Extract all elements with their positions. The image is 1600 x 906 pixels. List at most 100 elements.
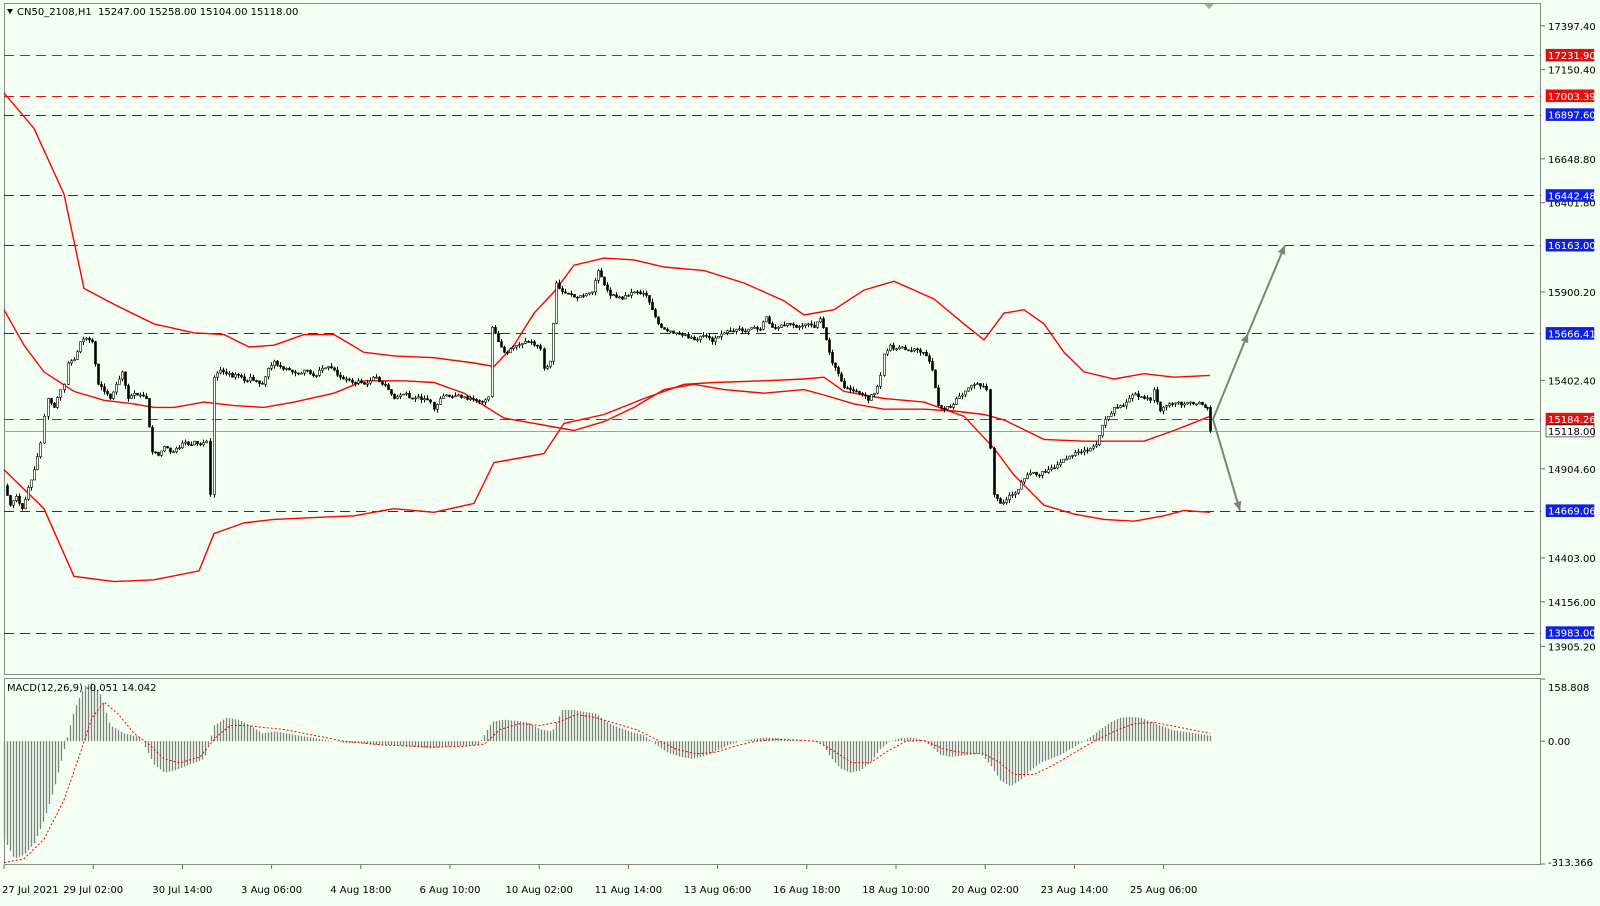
candle-body: [919, 349, 922, 353]
candle-body: [756, 327, 759, 330]
candle-body: [585, 293, 588, 297]
candle-body: [780, 324, 783, 328]
candle-body: [460, 394, 463, 398]
candle-body: [47, 398, 50, 417]
candle-body: [1020, 481, 1023, 490]
candle-body: [843, 380, 846, 389]
macd-indicator-label: MACD(12,26,9) -0.051 14.042: [7, 683, 157, 694]
candle-body: [846, 387, 849, 390]
candle-body: [576, 296, 579, 299]
candle-body: [94, 341, 97, 365]
candle-body: [726, 330, 729, 334]
candle-body: [408, 392, 411, 399]
candle-body: [883, 353, 886, 376]
candle-body: [439, 398, 442, 405]
candle-body: [913, 348, 916, 351]
candle-body: [303, 369, 306, 374]
candle-body: [318, 369, 321, 376]
candle-body: [675, 332, 678, 335]
candle-body: [354, 382, 357, 384]
candle-body: [1056, 464, 1059, 469]
candle-body: [219, 369, 222, 374]
candle-body: [1177, 401, 1180, 404]
level-price-tag-label: 17231.90: [1548, 51, 1596, 62]
projection-arrow-down[interactable]: [1212, 418, 1241, 511]
projection-arrow-up[interactable]: [1212, 244, 1286, 420]
candle-body: [187, 441, 190, 446]
candle-body: [103, 386, 106, 392]
candle-body: [139, 394, 142, 397]
candle-body: [76, 351, 79, 360]
candle-body: [414, 397, 417, 400]
candle-body: [1128, 397, 1131, 403]
candle-body: [261, 382, 264, 385]
candle-body: [246, 380, 249, 383]
candle-body: [798, 326, 801, 328]
candle-body: [1026, 474, 1029, 479]
bollinger-middle-line: [3, 376, 1211, 583]
candle-body: [6, 485, 9, 496]
candle-body: [1005, 499, 1008, 503]
candle-body: [759, 328, 762, 331]
chart-menu-triangle-icon[interactable]: [7, 9, 13, 14]
candle-body: [309, 370, 312, 374]
candle-body: [684, 334, 687, 336]
candle-body: [1014, 492, 1017, 495]
candle-body: [91, 339, 94, 342]
candle-body: [627, 295, 630, 297]
candle-body: [762, 321, 765, 330]
candle-body: [249, 376, 252, 382]
candle-body: [321, 367, 324, 371]
candle-body: [288, 367, 291, 371]
candle-body: [199, 443, 202, 446]
candle-body: [1110, 412, 1113, 417]
candle-body: [940, 405, 943, 409]
candle-body: [133, 392, 136, 396]
candle-body: [777, 327, 780, 329]
candle-body: [925, 351, 928, 357]
candle-body: [816, 321, 819, 328]
candle-body: [53, 402, 56, 408]
candle-body: [500, 341, 503, 348]
candle-body: [521, 343, 524, 345]
candle-body: [729, 330, 732, 333]
candle-body: [654, 309, 657, 318]
shift-marker-icon[interactable]: [1204, 4, 1214, 9]
candle-body: [993, 447, 996, 495]
candle-body: [205, 440, 208, 444]
price-tick-label: 17150.40: [1548, 66, 1596, 77]
candle-body: [1125, 401, 1128, 407]
candle-body: [73, 359, 76, 361]
candle-body: [964, 390, 967, 396]
candle-body: [1011, 494, 1014, 496]
candle-body: [497, 333, 500, 342]
candle-body: [190, 444, 193, 447]
candle-body: [109, 393, 112, 399]
candle-body: [889, 344, 892, 351]
candle-body: [402, 393, 405, 396]
candle-body: [1104, 419, 1107, 426]
candle-body: [1162, 406, 1165, 412]
candle-body: [645, 292, 648, 296]
level-price-tag: [1545, 108, 1595, 121]
macd-tick-label: -313.366: [1548, 858, 1593, 869]
candle-body: [166, 446, 169, 449]
candle-body: [943, 407, 946, 410]
candle-body: [127, 385, 130, 399]
candle-body: [106, 391, 109, 395]
candle-body: [1198, 401, 1201, 405]
candle-body: [552, 322, 555, 362]
candle-body: [765, 316, 768, 323]
time-tick-label: 10 Aug 02:00: [505, 885, 572, 896]
candle-body: [342, 376, 345, 380]
candle-body: [819, 318, 822, 323]
candle-body: [306, 369, 309, 372]
candle-body: [445, 394, 448, 397]
candle-body: [112, 391, 115, 399]
candle-body: [273, 360, 276, 366]
candle-body: [678, 332, 681, 335]
candle-body: [1059, 462, 1062, 466]
candle-body: [67, 362, 70, 385]
